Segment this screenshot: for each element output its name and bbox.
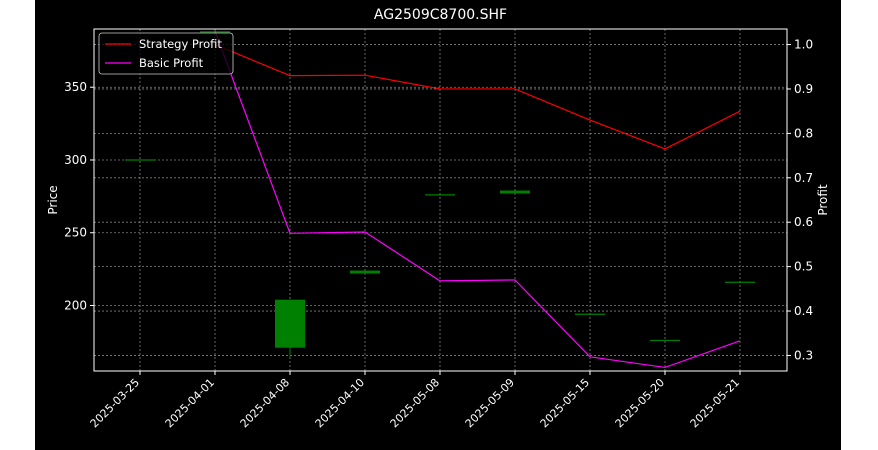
x-tick-label: 2025-04-01 [163,376,217,430]
x-tick-label: 2025-05-21 [688,376,742,430]
legend: Strategy Profit Basic Profit [98,32,234,75]
candle-body [275,299,305,348]
y-axis-right-label: Profit [816,184,830,216]
candle-body [500,190,530,194]
strategy-profit-line [214,43,741,150]
x-tick-label: 2025-05-09 [463,376,517,430]
y-tick-label-right: 0.7 [794,171,813,185]
candle-layer [125,31,755,358]
y-tick-label-right: 0.6 [794,215,813,229]
y-tick-label-right: 0.9 [794,82,813,96]
x-tick-label: 2025-05-15 [538,376,592,430]
legend-box [98,32,234,75]
x-tick-label: 2025-04-10 [313,376,367,430]
y-tick-label-left: 350 [64,80,87,94]
legend-label: Basic Profit [139,56,204,70]
y-tick-label-left: 250 [64,226,87,240]
y-axis-left-label: Price [46,185,60,214]
x-tick-label: 2025-05-08 [388,376,442,430]
y-tick-label-right: 0.4 [794,304,813,318]
y-tick-label-right: 0.5 [794,260,813,274]
candle-body [350,270,380,274]
legend-label: Strategy Profit [139,37,222,51]
y-tick-label-right: 0.8 [794,126,813,140]
plot-frame [93,28,788,372]
x-tick-label: 2025-05-20 [613,376,667,430]
y-tick-label-right: 1.0 [794,38,813,52]
x-tick-label: 2025-03-25 [88,376,142,430]
profit-lines-layer [214,31,741,369]
y-tick-label-left: 300 [64,153,87,167]
x-tick-label: 2025-04-08 [238,376,292,430]
chart-canvas: 2025-03-25 2025-04-01 2025-04-08 2025-04-10… [46,7,830,430]
chart-figure: 2025-03-25 2025-04-01 2025-04-08 2025-04-10… [35,0,841,450]
grid-layer [94,29,787,371]
y-tick-label-left: 200 [64,299,87,313]
chart-title: AG2509C8700.SHF [374,7,507,23]
basic-profit-line [214,31,741,369]
y-tick-label-right: 0.3 [794,348,813,362]
